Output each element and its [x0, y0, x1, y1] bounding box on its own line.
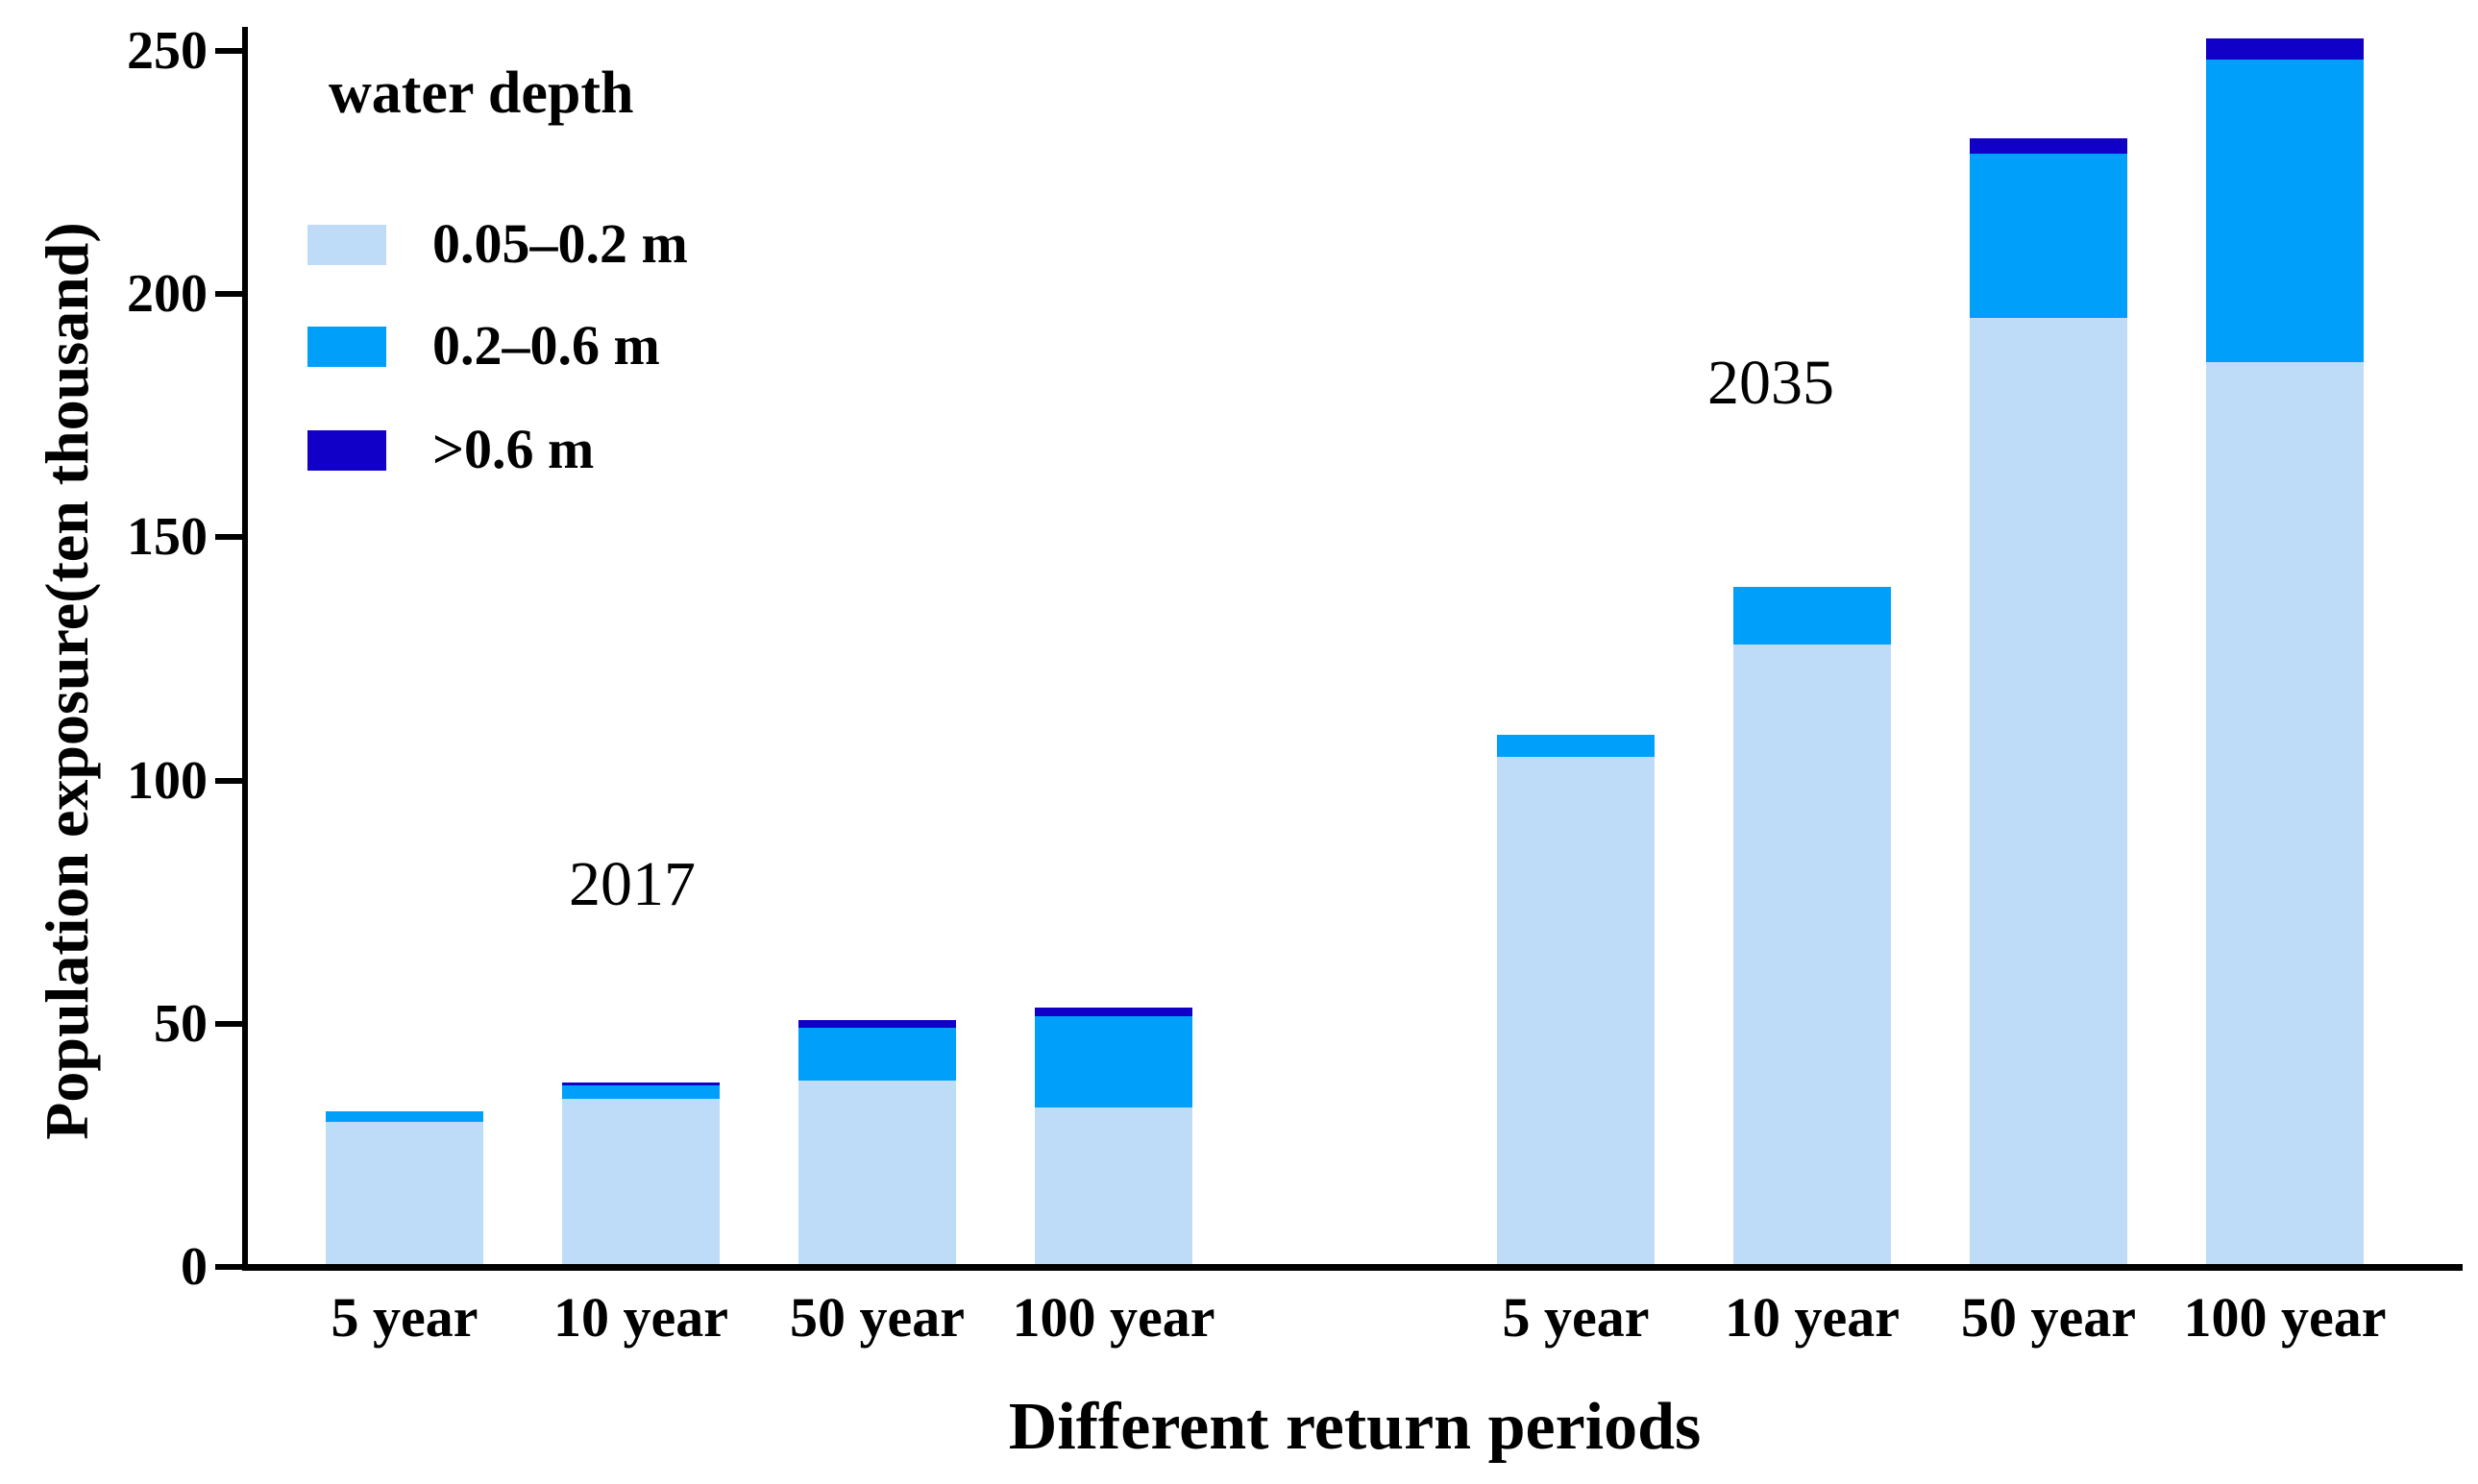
x-tick-label-2017-10year: 10 year: [553, 1286, 728, 1349]
bar-segment-2035-10year-s1: [1733, 587, 1891, 645]
bar-segment-2035-50year-s1: [1970, 154, 2127, 318]
bar-segment-2017-100year-s1: [1035, 1016, 1192, 1107]
bar-segment-2017-10year-s2: [562, 1083, 720, 1086]
y-tick: [215, 48, 242, 54]
bar-segment-2017-50year-s2: [798, 1020, 956, 1028]
bar-segment-2017-50year-s1: [798, 1027, 956, 1082]
bar-segment-2017-100year-s2: [1035, 1008, 1192, 1017]
x-axis-title: Different return periods: [1008, 1390, 1702, 1464]
y-tick: [215, 291, 242, 298]
legend-item-label: 0.05–0.2 m: [432, 212, 688, 275]
x-tick-label-2035-50year: 50 year: [1961, 1286, 2136, 1349]
bar-segment-2035-50year-s0: [1970, 317, 2127, 1264]
y-axis: [242, 27, 248, 1271]
y-axis-title: Population exposure(ten thousand): [33, 222, 101, 1140]
bar-segment-2035-100year-s2: [2206, 38, 2364, 60]
legend-item-label: 0.2–0.6 m: [432, 314, 660, 377]
bar-segment-2017-100year-s0: [1035, 1107, 1192, 1264]
legend-item-label: >0.6 m: [432, 418, 595, 480]
y-tick-label: 150: [127, 507, 208, 568]
group-label-2017: 2017: [569, 849, 696, 919]
legend-title: water depth: [329, 61, 634, 126]
bar-segment-2017-50year-s0: [798, 1081, 956, 1264]
group-label-2035: 2035: [1707, 348, 1834, 418]
y-tick-label: 50: [154, 993, 208, 1054]
bar-segment-2035-100year-s0: [2206, 362, 2364, 1264]
legend: water depth 0.05–0.2 m 0.2–0.6 m >0.6 m: [307, 60, 1038, 480]
y-tick-label: 100: [127, 750, 208, 811]
y-tick-label: 0: [181, 1237, 208, 1297]
bar-segment-2035-5year-s0: [1497, 756, 1655, 1264]
x-tick-label-2017-5year: 5 year: [331, 1286, 478, 1349]
x-tick-label-2035-5year: 5 year: [1502, 1286, 1650, 1349]
bar-segment-2017-10year-s0: [562, 1098, 720, 1264]
y-tick: [215, 1020, 242, 1027]
y-tick: [215, 1264, 242, 1270]
bar-segment-2035-5year-s1: [1497, 735, 1655, 757]
x-tick-label-2017-100year: 100 year: [1012, 1286, 1215, 1349]
bar-segment-2035-10year-s0: [1733, 645, 1891, 1264]
bar-segment-2035-100year-s1: [2206, 59, 2364, 363]
x-tick-label-2035-10year: 10 year: [1725, 1286, 1900, 1349]
legend-swatch-medium-blue: [307, 327, 386, 367]
x-axis: [242, 1264, 2463, 1271]
y-tick-label: 200: [127, 264, 208, 325]
y-tick: [215, 777, 242, 784]
bar-segment-2017-5year-s0: [326, 1122, 483, 1264]
x-tick-label-2035-100year: 100 year: [2183, 1286, 2387, 1349]
bar-segment-2017-5year-s1: [326, 1110, 483, 1123]
bar-segment-2035-50year-s2: [1970, 138, 2127, 155]
legend-swatch-light-blue: [307, 225, 386, 265]
y-tick-label: 250: [127, 21, 208, 81]
x-tick-label-2017-50year: 50 year: [790, 1286, 965, 1349]
legend-swatch-dark-blue: [307, 430, 386, 471]
bar-segment-2017-10year-s1: [562, 1085, 720, 1099]
y-tick: [215, 534, 242, 541]
